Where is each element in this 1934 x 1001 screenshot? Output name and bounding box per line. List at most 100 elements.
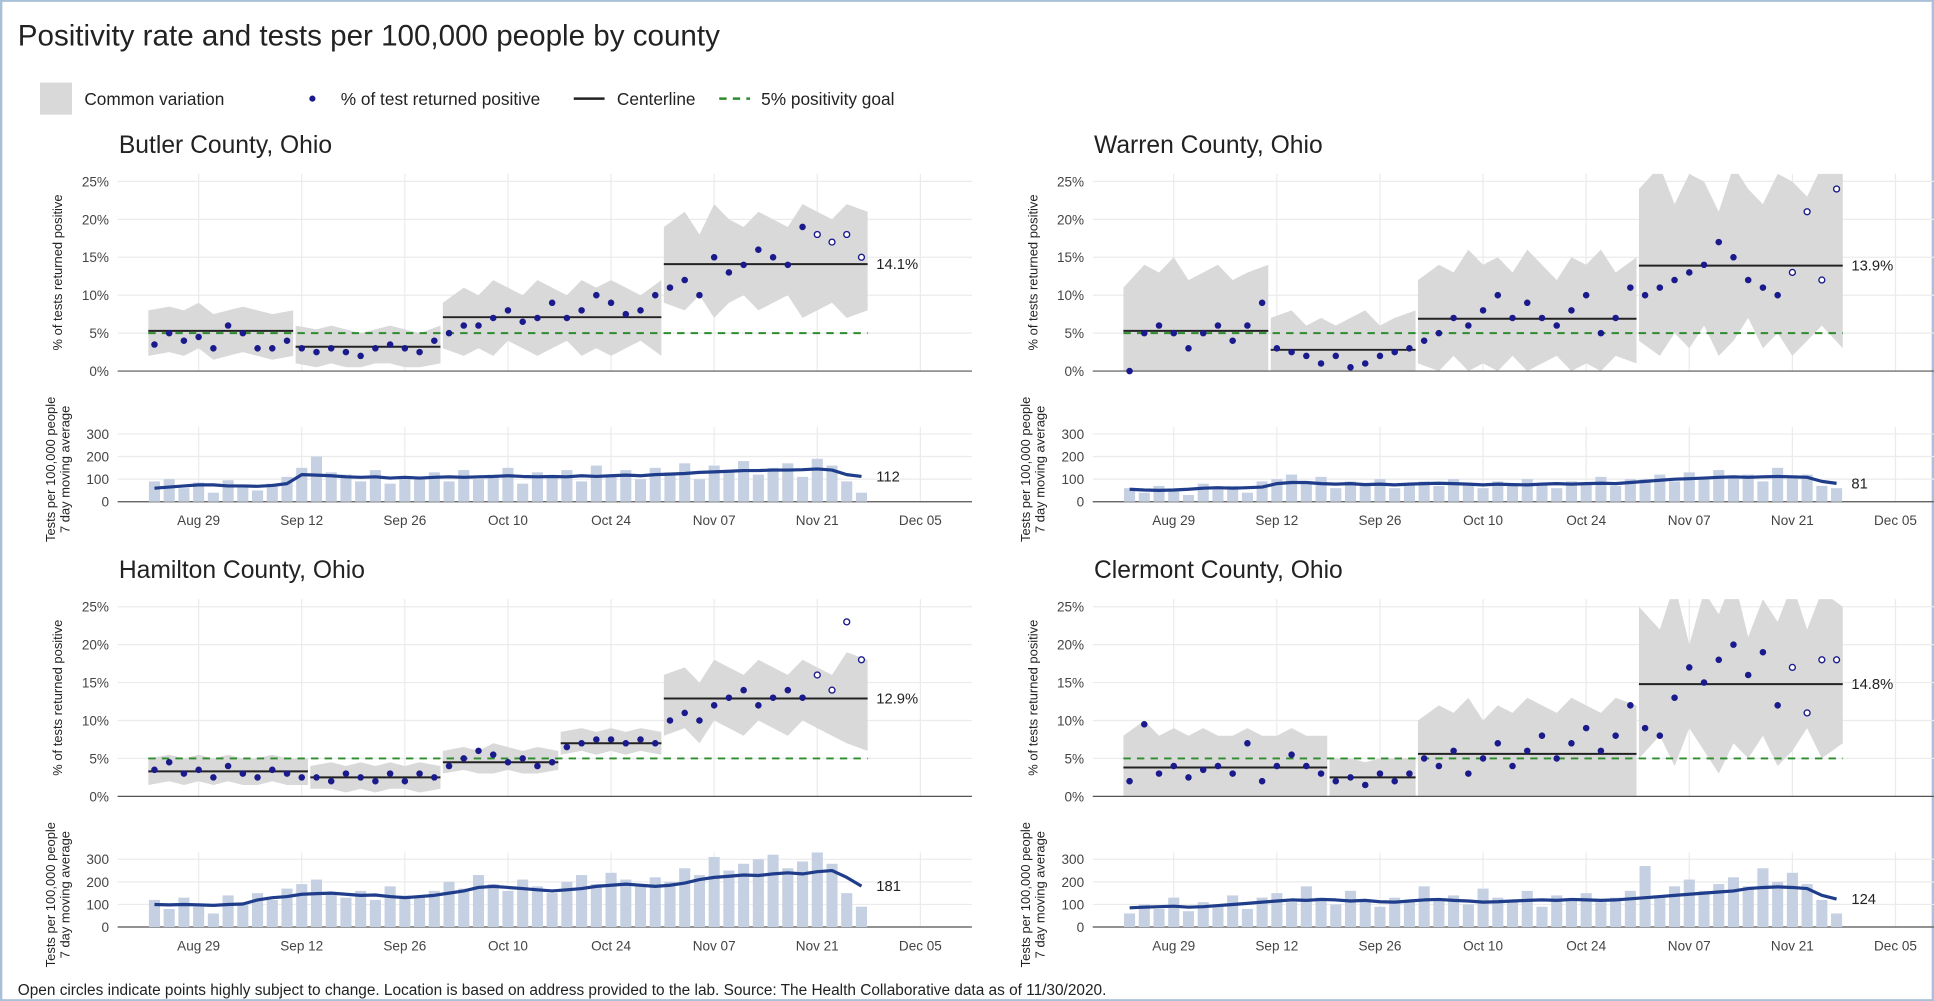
tests-bar xyxy=(723,870,735,928)
positivity-point xyxy=(504,307,512,314)
centerline-label: 13.9% xyxy=(1851,259,1893,275)
positivity-point xyxy=(1465,770,1472,777)
positivity-point xyxy=(1420,755,1428,762)
positivity-point xyxy=(1523,299,1531,307)
positivity-point xyxy=(519,755,526,762)
positivity-point xyxy=(1686,269,1693,276)
positivity-point xyxy=(1803,709,1811,717)
x-tick-label: Oct 24 xyxy=(591,513,631,528)
positivity-point xyxy=(283,337,291,344)
tests-bar xyxy=(1241,908,1253,928)
positivity-point xyxy=(637,736,644,743)
positivity-point xyxy=(1214,322,1222,329)
legend-swatch xyxy=(309,95,316,102)
tests-bar xyxy=(738,863,750,928)
positivity-point xyxy=(1126,367,1133,375)
tests-bar xyxy=(634,886,647,928)
positivity-point xyxy=(1582,724,1590,732)
positivity-point xyxy=(1126,777,1133,785)
tests-bar xyxy=(1727,877,1740,928)
tests-bar xyxy=(693,479,705,502)
positivity-point xyxy=(534,314,541,322)
x-tick-label: Oct 24 xyxy=(1566,513,1606,528)
y-tick-label: 200 xyxy=(86,875,109,890)
y-tick-label: 0% xyxy=(89,789,109,804)
tests-bar xyxy=(1300,483,1312,502)
positivity-point xyxy=(283,770,291,777)
positivity-point xyxy=(857,656,866,664)
positivity-point xyxy=(372,345,379,352)
positivity-point xyxy=(1744,671,1752,679)
positivity-point xyxy=(1509,314,1516,322)
x-tick-label: Oct 10 xyxy=(1463,938,1503,953)
positivity-point xyxy=(1715,238,1723,246)
positivity-point xyxy=(548,299,556,307)
positivity-point xyxy=(769,254,777,261)
positivity-point xyxy=(416,348,423,356)
y-axis-label: Tests per 100,000 people xyxy=(43,397,58,542)
tests-bar xyxy=(679,463,691,502)
positivity-point xyxy=(327,777,335,785)
x-tick-label: Dec 05 xyxy=(1874,938,1917,953)
tests-bar xyxy=(1698,479,1710,502)
positivity-point xyxy=(1317,770,1325,777)
positivity-point xyxy=(475,322,482,329)
tests-bar xyxy=(340,897,352,928)
tests-bar xyxy=(1182,494,1195,502)
positivity-point xyxy=(1347,774,1354,781)
legend-swatch xyxy=(39,82,73,115)
tests-bar xyxy=(1403,483,1415,502)
common-variation-band xyxy=(148,754,308,786)
positivity-point xyxy=(210,345,217,352)
x-tick-label: Aug 29 xyxy=(177,938,220,953)
tests-bar xyxy=(458,888,470,928)
positivity-point xyxy=(622,739,630,747)
tests-bar xyxy=(472,479,485,502)
tests-bar xyxy=(178,488,190,502)
tests-bar xyxy=(1212,906,1224,928)
tests-bar xyxy=(384,483,396,502)
positivity-point xyxy=(1361,360,1369,367)
tests-bar xyxy=(1565,481,1577,502)
positivity-point xyxy=(431,774,438,781)
positivity-point xyxy=(327,345,335,352)
x-tick-label: Oct 10 xyxy=(488,513,528,528)
tests-bar xyxy=(222,480,234,502)
x-tick-label: Sep 12 xyxy=(1255,513,1298,528)
positivity-point xyxy=(1273,345,1281,352)
tests-bar xyxy=(1153,485,1165,502)
tests-bar xyxy=(855,906,868,928)
x-tick-label: Oct 24 xyxy=(1566,938,1606,953)
positivity-point xyxy=(1273,762,1281,770)
y-tick-label: 15% xyxy=(1057,676,1084,691)
tests-bar xyxy=(1801,884,1813,928)
centerline-label: 14.8% xyxy=(1851,677,1893,693)
y-tick-label: 0% xyxy=(1065,789,1085,804)
y-tick-label: 20% xyxy=(82,638,109,653)
legend-label: % of test returned positive xyxy=(341,89,540,109)
tests-bar xyxy=(1344,890,1357,928)
positivity-point xyxy=(1288,751,1295,758)
y-axis-label: % of tests returned positive xyxy=(1025,620,1040,776)
y-axis-label: 7 day moving average xyxy=(58,406,73,533)
tests-bar xyxy=(355,481,367,502)
tests-bar xyxy=(207,913,219,928)
positivity-point xyxy=(666,717,674,724)
positivity-point xyxy=(1406,345,1413,352)
positivity-point xyxy=(357,774,364,781)
y-tick-label: 0 xyxy=(1077,495,1085,510)
average-end-label: 124 xyxy=(1851,892,1876,908)
tests-bar xyxy=(193,482,205,502)
positivity-point xyxy=(1788,663,1797,672)
tests-bar xyxy=(1713,884,1725,928)
tests-bar xyxy=(634,479,647,502)
x-tick-label: Sep 26 xyxy=(1358,938,1401,953)
positivity-point xyxy=(1730,641,1737,648)
y-tick-label: 15% xyxy=(82,676,109,691)
tests-bar xyxy=(207,492,219,502)
tests-bar xyxy=(1271,479,1283,502)
positivity-point xyxy=(1420,337,1428,344)
panel-title: Butler County, Ohio xyxy=(119,132,332,159)
tests-bar xyxy=(296,467,308,502)
tests-bar xyxy=(1389,897,1401,928)
